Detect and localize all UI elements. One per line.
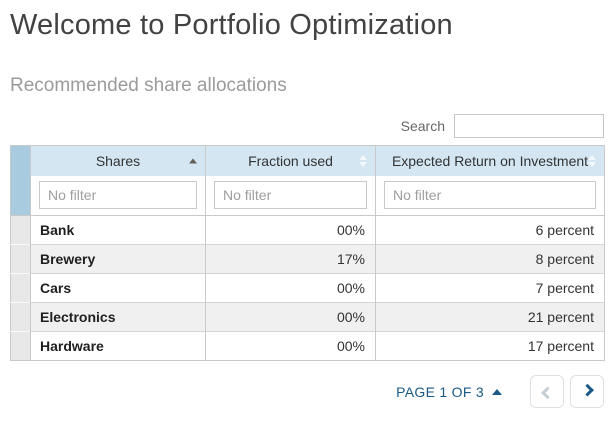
page-title: Welcome to Portfolio Optimization <box>10 9 453 41</box>
shares-filter-input[interactable] <box>39 181 197 210</box>
filter-cell-shares <box>30 175 206 216</box>
fraction-value: 17% <box>205 244 376 274</box>
share-name: Cars <box>30 273 206 303</box>
share-name: Electronics <box>30 302 206 332</box>
table-row[interactable]: Hardware 00% 17 percent <box>10 331 605 361</box>
expected-return-value: 8 percent <box>375 244 605 274</box>
column-header-shares-label: Shares <box>95 152 141 169</box>
search-bar: Search <box>10 114 604 138</box>
row-selector[interactable] <box>10 215 31 245</box>
fraction-value: 00% <box>205 273 376 303</box>
sort-both-icon <box>359 154 367 167</box>
prev-page-button[interactable] <box>530 375 564 408</box>
page: Welcome to Portfolio Optimization Recomm… <box>10 9 605 408</box>
expected-return-value: 21 percent <box>375 302 605 332</box>
page-status-label: PAGE 1 OF 3 <box>396 383 484 400</box>
column-header-expected-return[interactable]: Expected Return on Investment <box>375 145 605 176</box>
row-selector[interactable] <box>10 244 31 274</box>
header-row: Shares Fraction used Expected Return on … <box>10 145 605 176</box>
search-input[interactable] <box>454 114 604 138</box>
page-menu-icon <box>492 388 502 395</box>
row-selector[interactable] <box>10 273 31 303</box>
expected-return-value: 7 percent <box>375 273 605 303</box>
chevron-left-icon <box>540 386 554 400</box>
table-row[interactable]: Electronics 00% 21 percent <box>10 302 605 332</box>
fraction-filter-input[interactable] <box>214 181 367 210</box>
row-selector-header[interactable] <box>10 145 31 176</box>
filter-cell-expected <box>375 175 605 216</box>
share-name: Brewery <box>30 244 206 274</box>
allocations-table: Shares Fraction used Expected Return on … <box>10 145 605 361</box>
expected-return-value: 6 percent <box>375 215 605 245</box>
filter-cell-fraction <box>205 175 376 216</box>
sort-both-icon <box>588 154 596 167</box>
fraction-value: 00% <box>205 331 376 361</box>
chevron-right-icon <box>580 383 594 397</box>
row-selector[interactable] <box>10 331 31 361</box>
column-header-fraction-used[interactable]: Fraction used <box>205 145 376 176</box>
row-selector[interactable] <box>10 302 31 332</box>
page-subtitle: Recommended share allocations <box>10 75 287 96</box>
next-page-button[interactable] <box>570 375 604 408</box>
table-row[interactable]: Bank 00% 6 percent <box>10 215 605 245</box>
search-label: Search <box>400 118 445 134</box>
share-name: Bank <box>30 215 206 245</box>
table-row[interactable]: Brewery 17% 8 percent <box>10 244 605 274</box>
fraction-value: 00% <box>205 302 376 332</box>
filter-gutter <box>10 175 31 216</box>
expected-filter-input[interactable] <box>384 181 596 210</box>
pagination: PAGE 1 OF 3 <box>10 375 604 408</box>
share-name: Hardware <box>30 331 206 361</box>
filter-row <box>10 175 605 216</box>
column-header-fraction-label: Fraction used <box>248 152 333 169</box>
column-header-expected-label: Expected Return on Investment <box>391 152 589 169</box>
column-header-shares[interactable]: Shares <box>30 145 206 176</box>
table-row[interactable]: Cars 00% 7 percent <box>10 273 605 303</box>
expected-return-value: 17 percent <box>375 331 605 361</box>
fraction-value: 00% <box>205 215 376 245</box>
page-status-toggle[interactable]: PAGE 1 OF 3 <box>396 384 502 400</box>
sort-asc-icon <box>189 158 197 164</box>
